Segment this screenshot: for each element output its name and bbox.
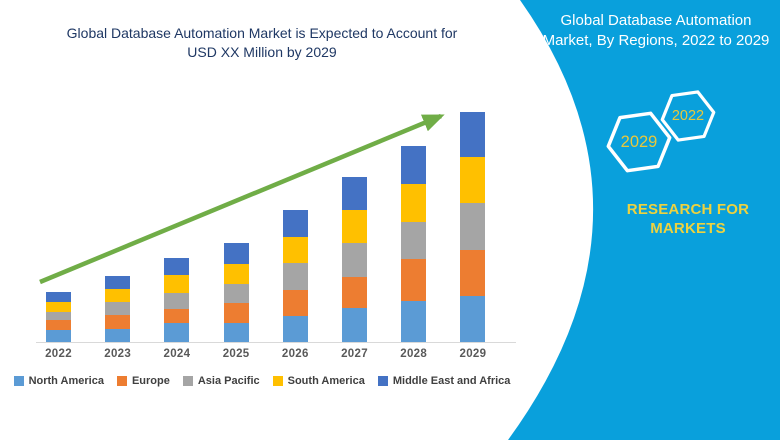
bar-segment-south-america xyxy=(401,184,427,222)
bar-segment-middle-east-and-africa xyxy=(164,258,190,275)
bar-segment-europe xyxy=(164,309,190,323)
bar-segment-asia-pacific xyxy=(401,222,427,259)
stacked-bar-2026 xyxy=(282,210,308,342)
hexagon-year-2022: 2022 xyxy=(671,108,705,124)
bar-segment-south-america xyxy=(342,210,367,243)
bar-segment-asia-pacific xyxy=(460,203,486,250)
bar-segment-north-america xyxy=(223,323,249,342)
legend-label: Europe xyxy=(131,375,170,387)
legend-item-europe: Europe xyxy=(116,375,170,387)
legend-swatch xyxy=(182,376,193,386)
bar-segment-asia-pacific xyxy=(223,284,249,303)
plot-area: 2022 2023 2024 2025 2026 2027 2028 2029 xyxy=(36,108,516,360)
bar-segment-europe xyxy=(342,277,367,308)
bar-segment-north-america xyxy=(164,323,190,342)
x-axis-label-2026: 2026 xyxy=(281,348,309,360)
legend-swatch xyxy=(116,376,127,386)
bar-segment-north-america xyxy=(460,296,486,342)
bar-segment-asia-pacific xyxy=(342,243,367,277)
x-axis-label-2025: 2025 xyxy=(222,348,250,360)
legend-swatch xyxy=(377,376,388,386)
stacked-bar-2025 xyxy=(223,243,249,342)
bar-segment-europe xyxy=(401,259,427,301)
bar-segment-europe xyxy=(460,250,486,296)
legend-label: Asia Pacific xyxy=(197,375,260,387)
legend: North America Europe Asia Pacific South Ame… xyxy=(8,375,516,387)
bar-segment-europe xyxy=(46,320,71,330)
x-axis-label-2027: 2027 xyxy=(341,348,368,360)
legend-item-middle-east-and-africa: Middle East and Africa xyxy=(377,375,511,387)
x-axis-label-2024: 2024 xyxy=(163,348,191,360)
stacked-bar-2029 xyxy=(460,112,486,342)
legend-label: Middle East and Africa xyxy=(392,375,511,387)
legend-swatch xyxy=(272,376,283,386)
bar-segment-europe xyxy=(282,290,308,316)
bar-segment-europe xyxy=(223,303,249,323)
bar-segment-europe xyxy=(105,315,131,329)
bar-segment-north-america xyxy=(342,308,367,342)
chart-title: Global Database Automation Market is Exp… xyxy=(66,25,458,60)
legend-label: South America xyxy=(287,375,365,387)
bar-segment-middle-east-and-africa xyxy=(46,292,71,302)
bar-segment-middle-east-and-africa xyxy=(342,177,367,210)
bar-segment-north-america xyxy=(105,329,131,342)
brand-text: RESEARCH FOR MARKETS xyxy=(626,201,750,237)
bar-segment-middle-east-and-africa xyxy=(223,243,249,264)
bar-segment-south-america xyxy=(105,289,131,302)
bar-segment-asia-pacific xyxy=(164,293,190,309)
stacked-bar-2027 xyxy=(342,177,367,342)
bar-segment-middle-east-and-africa xyxy=(105,276,131,289)
bar-segment-north-america xyxy=(46,330,71,342)
bar-segment-south-america xyxy=(223,264,249,284)
bar-segment-south-america xyxy=(460,157,486,203)
bar-segment-asia-pacific xyxy=(282,263,308,290)
x-axis-line xyxy=(36,342,516,343)
hexagon-year-2029: 2029 xyxy=(620,133,658,151)
x-axis-label-2022: 2022 xyxy=(45,348,72,360)
stacked-bar-2028 xyxy=(401,146,427,342)
bar-segment-middle-east-and-africa xyxy=(401,146,427,184)
bar-segment-north-america xyxy=(401,301,427,342)
x-axis-label-2029: 2029 xyxy=(459,348,487,360)
bar-segment-north-america xyxy=(282,316,308,342)
panel-title: Global Database Automation Market, By Re… xyxy=(542,12,770,49)
legend-label: North America xyxy=(28,375,104,387)
bar-segment-south-america xyxy=(46,302,71,312)
x-axis-label-2023: 2023 xyxy=(104,348,132,360)
bar-segment-south-america xyxy=(282,237,308,263)
legend-item-north-america: North America xyxy=(13,375,104,387)
stacked-bar-2022 xyxy=(46,292,71,342)
stacked-bar-2024 xyxy=(164,258,190,342)
legend-swatch xyxy=(13,376,24,386)
bar-segment-asia-pacific xyxy=(105,302,131,315)
legend-item-south-america: South America xyxy=(272,375,365,387)
legend-item-asia-pacific: Asia Pacific xyxy=(182,375,260,387)
bar-segment-middle-east-and-africa xyxy=(282,210,308,237)
bar-segment-middle-east-and-africa xyxy=(460,112,486,157)
bar-segment-south-america xyxy=(164,275,190,293)
stacked-bar-2023 xyxy=(105,276,131,342)
x-axis-label-2028: 2028 xyxy=(400,348,428,360)
bar-segment-asia-pacific xyxy=(46,312,71,320)
